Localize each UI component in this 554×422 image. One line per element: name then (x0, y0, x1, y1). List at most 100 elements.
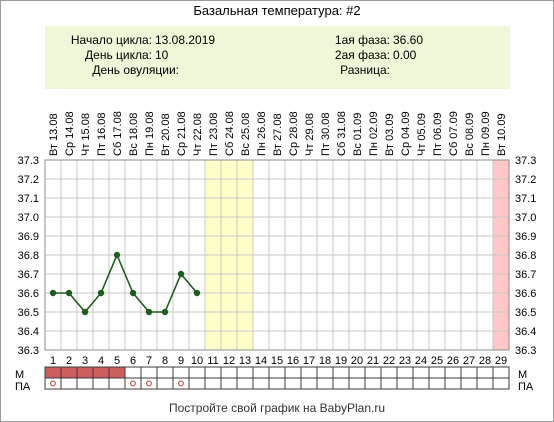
date-tick-label: Пт 16.08 (96, 112, 108, 156)
menstruation-cell (77, 367, 93, 378)
date-tick-label: Вт 03.09 (384, 113, 396, 156)
temperature-line (53, 252, 198, 314)
y-tick-label-right: 36.9 (515, 231, 536, 243)
temperature-point (129, 289, 137, 297)
menstruation-cell (45, 367, 61, 378)
y-tick-label-right: 37.3 (515, 155, 536, 167)
date-tick-label: Вт 13.08 (48, 113, 60, 156)
cycle-day-label: 17 (303, 355, 315, 367)
cycle-day-label: 4 (98, 355, 104, 367)
menstruation-cell (109, 367, 125, 378)
y-tick-label-right: 36.6 (515, 288, 536, 300)
cycle-day-label: 15 (271, 355, 283, 367)
date-tick-label: Чт 29.08 (304, 113, 316, 156)
y-tick-label-right: 37.0 (515, 212, 536, 224)
cycle-day-label: 11 (207, 355, 218, 367)
plot-border (44, 159, 510, 351)
cycle-day-label: 1 (50, 355, 56, 367)
date-tick-label: Вс 08.09 (464, 113, 476, 156)
cycle-day-label: 26 (447, 355, 459, 367)
date-tick-label: Пт 23.08 (208, 112, 220, 156)
y-tick-label-right: 37.2 (515, 174, 536, 186)
date-tick-label: Пт 06.09 (432, 112, 444, 156)
cycle-day-label: 18 (319, 355, 331, 367)
cycle-day-label: 27 (463, 355, 475, 367)
date-tick-label: Вт 27.08 (272, 113, 284, 156)
cycle-start-label: Начало цикла: (70, 33, 152, 47)
cycle-day-label: 20 (351, 355, 363, 367)
cycle-day-label: 14 (255, 355, 267, 367)
row-label-pa: ПА (15, 381, 31, 393)
cycle-day-label: 16 (287, 355, 299, 367)
y-tick-label-left: 36.6 (18, 288, 39, 300)
date-tick-label: Сб 17.08 (112, 111, 124, 156)
temperature-point (193, 289, 201, 297)
temperature-point (97, 289, 105, 297)
date-tick-label: Сб 24.08 (224, 111, 236, 156)
page-title: Базальная температура: #2 (193, 3, 361, 18)
cycle-day-label: 2 (66, 355, 72, 367)
row-label-m: М (15, 369, 24, 381)
y-tick-label-left: 36.4 (18, 326, 39, 338)
y-tick-label-right: 37.1 (515, 193, 536, 205)
cycle-day-label: 13 (239, 355, 251, 367)
cycle-info-panel: Начало цикла: 13.08.2019 День цикла: 10 … (45, 26, 510, 89)
date-tick-label: Пн 19.08 (144, 111, 156, 156)
date-tick-label: Ср 21.08 (176, 111, 188, 156)
cycle-day-label: 3 (82, 355, 88, 367)
cycle-day-label: 23 (399, 355, 411, 367)
temperature-point (81, 308, 89, 316)
cycle-day-label: 24 (415, 355, 427, 367)
date-tick-label: Вт 20.08 (160, 113, 172, 156)
cycle-start-value: 13.08.2019 (155, 33, 216, 47)
difference-label: Разница: (340, 63, 390, 77)
date-tick-label: Пн 02.09 (368, 111, 380, 156)
footer-link-text: Постройте свой график на BabyPlan.ru (168, 401, 386, 415)
y-tick-label-left: 36.5 (18, 307, 39, 319)
date-tick-label: Ср 28.08 (288, 111, 300, 156)
cycle-day-label: День цикла: (85, 48, 152, 62)
date-tick-label: Сб 31.08 (336, 111, 348, 156)
y-tick-label-left: 36.8 (18, 250, 39, 262)
cycle-day-label: 25 (431, 355, 443, 367)
date-tick-label: Вс 01.09 (352, 113, 364, 156)
temperature-point (145, 308, 153, 316)
row-label-pa-right: ПА (518, 381, 534, 393)
y-tick-label-right: 36.8 (515, 250, 536, 262)
y-tick-label-left: 36.9 (18, 231, 39, 243)
y-tick-label-left: 37.0 (18, 212, 39, 224)
y-tick-label-left: 36.7 (18, 269, 39, 281)
cycle-day-value: 10 (155, 48, 169, 62)
date-tick-label: Пт 30.08 (320, 112, 332, 156)
y-tick-label-right: 36.5 (515, 307, 536, 319)
y-tick-label-right: 36.4 (515, 326, 536, 338)
cycle-day-label: 6 (130, 355, 136, 367)
date-tick-label: Ср 04.09 (400, 111, 412, 156)
cycle-day-label: 21 (367, 355, 379, 367)
y-tick-label-right: 36.3 (515, 345, 536, 357)
menstruation-cell (93, 367, 109, 378)
date-tick-label: Пн 26.08 (256, 111, 268, 156)
date-tick-label: Вс 18.08 (128, 113, 140, 156)
date-tick-label: Сб 07.09 (448, 111, 460, 156)
temperature-point (65, 289, 73, 297)
date-tick-label: Чт 05.09 (416, 113, 428, 156)
temperature-point (177, 270, 185, 278)
date-tick-label: Вт 10.09 (496, 113, 508, 156)
cycle-day-label: 5 (114, 355, 120, 367)
cycle-day-label: 9 (178, 355, 184, 367)
cycle-day-label: 12 (223, 355, 235, 367)
temperature-point (161, 308, 169, 316)
phase2-value: 0.00 (393, 48, 417, 62)
cycle-day-label: 10 (191, 355, 203, 367)
date-tick-label: Вс 25.08 (240, 113, 252, 156)
temperature-point (113, 251, 121, 259)
y-tick-label-left: 37.3 (18, 155, 39, 167)
row-label-m-right: М (518, 369, 527, 381)
date-tick-label: Пн 09.09 (480, 111, 492, 156)
pa-marker (178, 380, 184, 387)
pa-marker (146, 380, 152, 387)
phase2-label: 2ая фаза: (334, 48, 390, 62)
pa-marker (50, 380, 56, 387)
